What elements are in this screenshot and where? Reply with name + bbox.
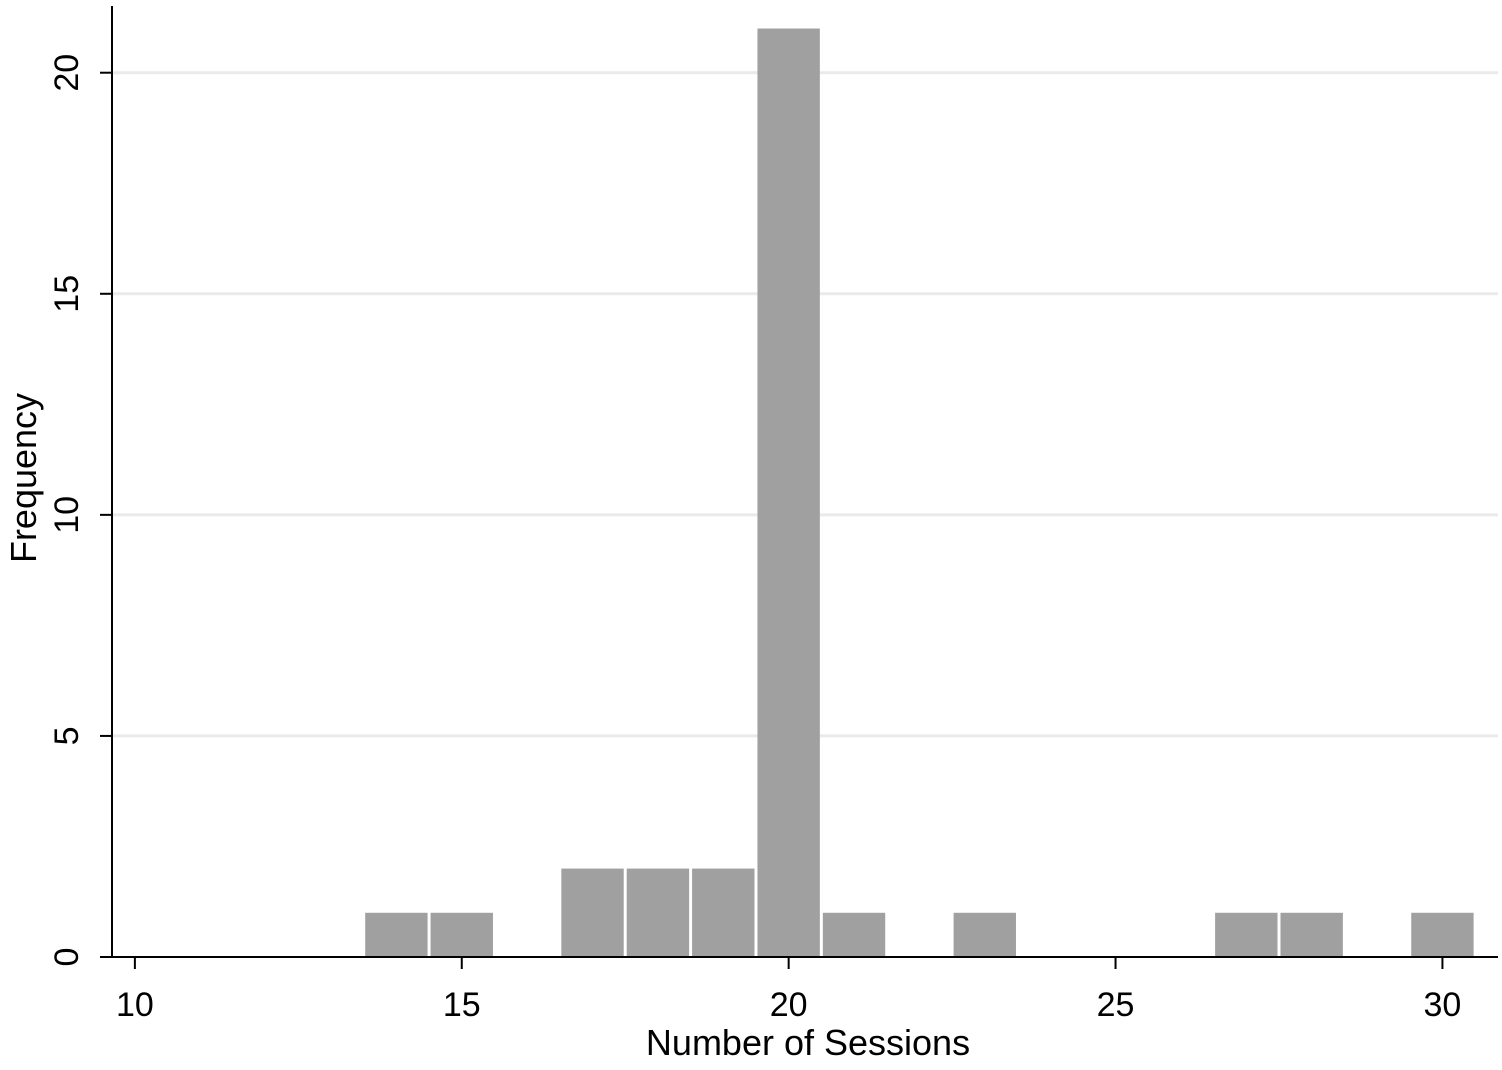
axes — [100, 6, 1498, 969]
bar-17 — [561, 868, 624, 957]
x-tick-label-25: 25 — [1097, 986, 1135, 1024]
y-tick-label-10: 10 — [48, 496, 86, 534]
tick-labels: 0 5 10 15 20 10 15 20 25 30 — [48, 54, 1461, 1024]
bar-28 — [1280, 912, 1343, 957]
x-tick-label-10: 10 — [116, 986, 154, 1024]
bar-18 — [626, 868, 690, 957]
x-axis-title: Number of Sessions — [646, 1022, 970, 1063]
y-tick-label-20: 20 — [48, 54, 86, 92]
bar-15 — [430, 912, 493, 957]
y-axis-title: Frequency — [3, 393, 44, 563]
histogram-bars — [365, 28, 1474, 957]
bar-21 — [822, 912, 886, 957]
y-tick-label-5: 5 — [48, 726, 86, 745]
bar-14 — [365, 912, 428, 957]
y-tick-label-0: 0 — [48, 948, 86, 967]
bar-30 — [1411, 912, 1474, 957]
bar-23 — [953, 912, 1016, 957]
x-tick-label-30: 30 — [1424, 986, 1462, 1024]
bar-27 — [1215, 912, 1278, 957]
bar-19 — [692, 868, 755, 957]
bar-20 — [757, 28, 820, 957]
y-tick-label-15: 15 — [48, 275, 86, 313]
x-tick-label-15: 15 — [443, 986, 481, 1024]
x-tick-label-20: 20 — [770, 986, 808, 1024]
